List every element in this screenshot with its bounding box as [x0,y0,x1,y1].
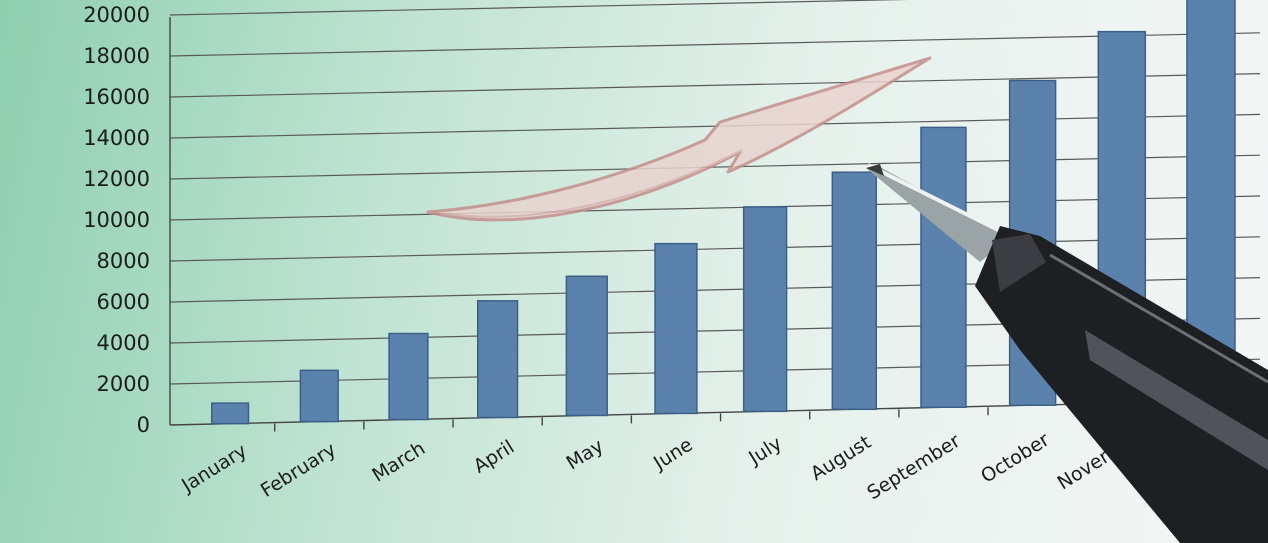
x-tick-label: June [649,434,697,475]
y-axis-ticks: 0 2000 4000 6000 8000 10000 12000 14000 16000 180… [83,3,150,437]
pen-icon [866,163,1268,543]
y-tick-label: 4000 [97,331,150,355]
x-tick-label: March [368,437,429,486]
y-tick-label: 8000 [97,249,150,273]
gridlines [169,0,1261,426]
x-tick-label: September [863,430,964,504]
x-tick-label: July [744,432,785,469]
bar-january [211,402,250,425]
y-tick-label: 2000 [97,372,150,396]
gridline [169,195,1261,221]
gridline [169,32,1261,57]
y-tick-label: 16000 [83,85,150,109]
y-tick-label: 6000 [97,290,150,314]
x-tick-label: January [177,440,251,497]
x-tick-label: May [562,435,607,474]
x-tick-label: February [257,439,340,502]
x-tick-label: August [807,431,875,485]
y-tick-label: 18000 [83,44,150,68]
gridline [169,154,1261,180]
bar-april [476,300,519,419]
bar-february [299,369,339,423]
y-tick-label: 20000 [83,3,150,27]
bar-march [388,332,429,421]
bar-july [742,206,788,413]
y-tick-label: 10000 [83,208,150,232]
bar-august [831,171,877,411]
upward-arrow-icon [426,56,932,222]
bar-june [654,242,698,415]
x-tick-label: October [977,429,1053,488]
gridline [169,0,910,16]
x-tick-label: April [470,436,518,478]
bar-september [920,126,967,409]
y-tick-label: 14000 [83,126,150,150]
bars [211,0,1236,425]
gridline [169,236,1261,262]
bar-may [565,275,608,417]
y-tick-label: 0 [137,413,150,437]
y-tick-label: 12000 [83,167,150,191]
gridline [169,73,1261,98]
